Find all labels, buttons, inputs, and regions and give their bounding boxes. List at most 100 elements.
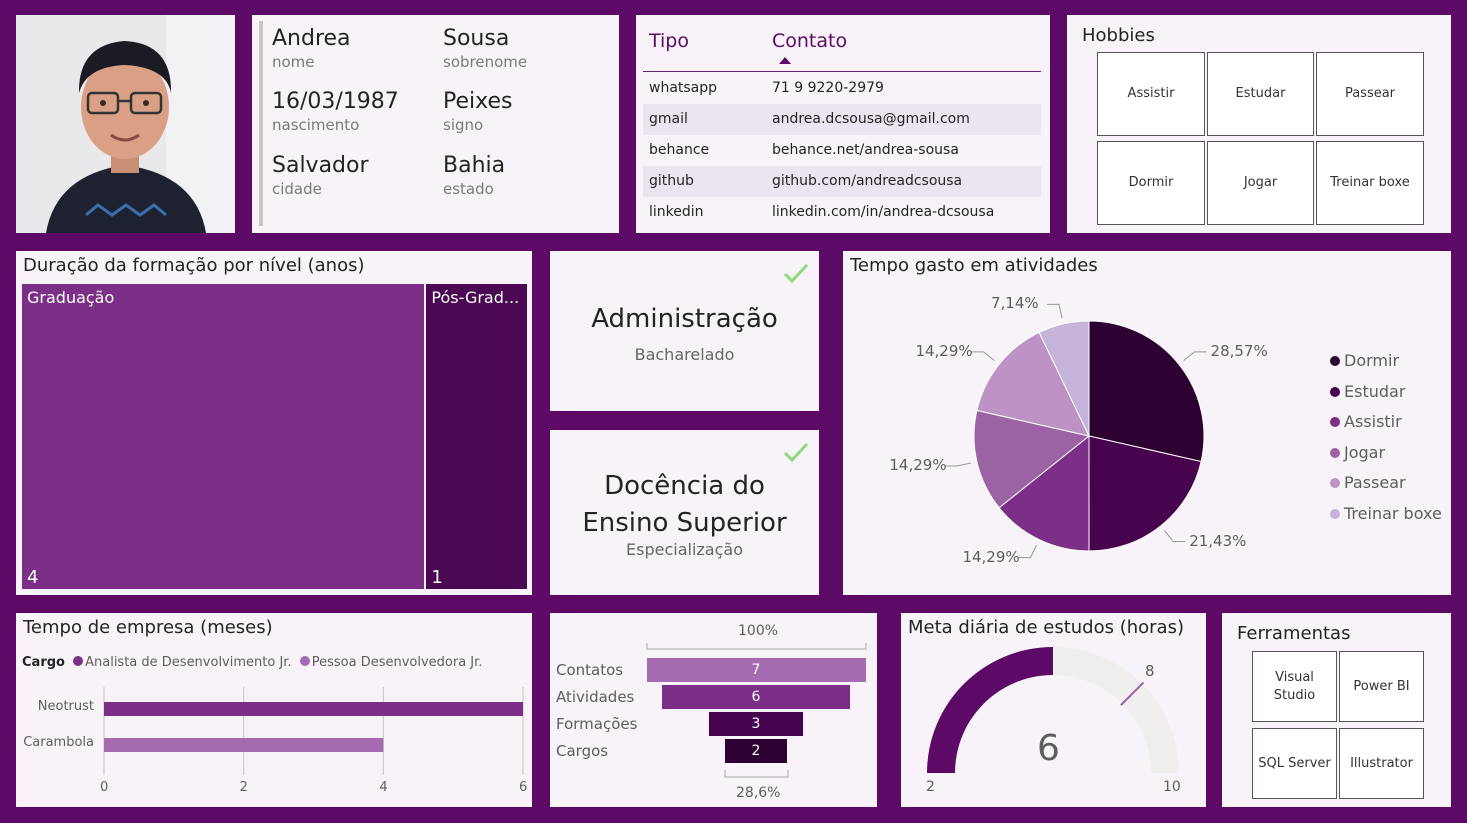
hobby-tile[interactable]: Assistir [1097, 52, 1205, 136]
tool-tile-sql-server[interactable]: SQL Server [1252, 728, 1337, 799]
treemap-area: Graduação 4 Pós-Grad... 1 [22, 284, 527, 589]
pie-slice[interactable] [976, 331, 1090, 437]
field-label: cidade [272, 180, 322, 198]
pie-leader-line [1164, 530, 1186, 543]
legend-item[interactable]: Dormir [1330, 351, 1399, 370]
legend-dot [73, 656, 84, 666]
cell-tipo: github [649, 173, 694, 189]
profile-card: Andrea nome Sousa sobrenome 16/03/1987 n… [252, 15, 619, 233]
pie-slice[interactable] [1088, 320, 1205, 463]
cell-tipo: whatsapp [649, 80, 718, 96]
legend-dot [1330, 356, 1340, 366]
table-row: whatsapp 71 9 9220-2979 [643, 73, 1041, 104]
legend-dot [1330, 386, 1340, 397]
pie-data-label: 14,29% [889, 456, 947, 475]
gauge-chart [927, 647, 1179, 773]
tool-tile-illustrator[interactable]: Illustrator [1339, 728, 1424, 799]
legend-item[interactable]: Treinar boxe [1330, 504, 1442, 523]
pie-chart [945, 303, 1207, 559]
gauge-target-marker [1120, 681, 1145, 706]
legend-label: Passear [1344, 473, 1406, 492]
table-header: Tipo Contato [643, 30, 1041, 72]
column-header-contato[interactable]: Contato [772, 30, 848, 52]
degree-subtitle: Especialização [626, 540, 743, 559]
pie-data-label: 28,57% [1210, 341, 1268, 360]
contacts-table: Tipo Contato whatsapp 71 9 9220-2979 gma… [636, 15, 1050, 233]
field-value: Salvador [272, 153, 369, 178]
tool-tile-visual-studio[interactable]: Visual Studio [1252, 651, 1337, 722]
funnel-top-percent: 100% [738, 623, 779, 639]
hobby-tile[interactable]: Treinar boxe [1316, 141, 1424, 225]
hobby-tile[interactable]: Dormir [1097, 141, 1205, 225]
cell-contato: linkedin.com/in/andrea-dcsousa [772, 204, 995, 220]
pie-data-label: 14,29% [915, 341, 973, 360]
sort-ascending-icon[interactable] [779, 57, 791, 64]
legend-item[interactable]: Pessoa Desenvolvedora Jr. [311, 655, 483, 670]
funnel-chart-card: 100% 28,6% Contatos 7 Atividades 6 Formações… [550, 613, 877, 807]
treemap-cell-label: Graduação [27, 288, 115, 307]
field-value: Bahia [443, 153, 506, 178]
treemap-cell[interactable]: Graduação 4 [22, 284, 425, 589]
hobby-tile[interactable]: Jogar [1207, 141, 1314, 225]
profile-field-sign: Peixes signo [443, 89, 512, 134]
profile-field-city: Salvador cidade [272, 153, 369, 198]
bar[interactable] [104, 738, 384, 752]
legend-dot [299, 656, 310, 666]
legend-label: Jogar [1344, 442, 1386, 462]
table-row: linkedin linkedin.com/in/andrea-dcsousa [643, 197, 1041, 228]
card-title: Ferramentas [1237, 623, 1351, 644]
hobby-tile[interactable]: Passear [1316, 52, 1424, 136]
field-label: signo [443, 116, 484, 134]
gauge-max-label: 10 [1163, 779, 1181, 795]
y-category-label: Neotrust [37, 699, 94, 714]
funnel-bar[interactable]: 2 [724, 739, 788, 763]
legend-item[interactable]: Analista de Desenvolvimento Jr. [85, 655, 292, 670]
funnel-bar[interactable]: 6 [662, 685, 850, 709]
degree-card-administracao: Administração Bacharelado [550, 251, 819, 411]
accent-divider [259, 21, 263, 226]
treemap-cell-value: 4 [27, 567, 39, 588]
pie-leader-line [1018, 544, 1037, 559]
profile-field-state: Bahia estado [443, 153, 505, 198]
treemap-cell[interactable]: Pós-Grad... 1 [426, 284, 527, 589]
field-label: nome [272, 53, 315, 71]
treemap-card: Duração da formação por nível (anos) Gra… [16, 251, 532, 595]
pie-slice[interactable] [1038, 320, 1090, 437]
legend-label: Dormir [1344, 351, 1400, 370]
cell-contato: 71 9 9220-2979 [772, 80, 884, 96]
legend-item[interactable]: Estudar [1330, 382, 1405, 401]
funnel-category-label: Contatos [556, 661, 624, 679]
bar[interactable] [104, 702, 523, 716]
legend-dot [1330, 417, 1340, 427]
card-title: Hobbies [1082, 25, 1155, 46]
legend-dot [1330, 508, 1340, 519]
checkmark-icon [783, 263, 809, 283]
cell-contato: behance.net/andrea-sousa [772, 142, 959, 158]
hobby-tile[interactable]: Estudar [1207, 52, 1314, 136]
funnel-bottom-percent: 28,6% [736, 785, 781, 801]
legend-title: Cargo [22, 655, 65, 670]
chart-title: Duração da formação por nível (anos) [23, 255, 365, 276]
pie-slice[interactable] [1088, 435, 1202, 552]
profile-field-name: Andrea nome [272, 26, 351, 71]
tool-tile-power-bi[interactable]: Power BI [1339, 651, 1424, 722]
table-row: behance behance.net/andrea-sousa [643, 135, 1041, 166]
cell-contato: andrea.dcsousa@gmail.com [772, 111, 970, 127]
funnel-bar[interactable]: 3 [709, 712, 803, 736]
x-tick-label: 4 [379, 780, 388, 795]
pie-slice[interactable] [998, 434, 1090, 552]
column-header-tipo[interactable]: Tipo [649, 30, 689, 52]
legend-item[interactable]: Jogar [1330, 443, 1385, 462]
legend-item[interactable]: Passear [1330, 473, 1406, 492]
pie-leader-line [945, 462, 972, 467]
pie-slice[interactable] [973, 409, 1091, 509]
y-category-label: Carambola [23, 735, 94, 750]
funnel-bar[interactable]: 7 [646, 658, 866, 682]
legend-item[interactable]: Assistir [1330, 412, 1402, 431]
gauge-min-label: 2 [926, 779, 935, 795]
degree-title: Administração [591, 304, 778, 334]
profile-field-surname: Sousa sobrenome [443, 26, 527, 71]
degree-subtitle: Bacharelado [634, 345, 735, 364]
gauge-target-label: 8 [1145, 662, 1155, 680]
tools-card: Ferramentas Visual Studio Power BI SQL S… [1222, 613, 1451, 807]
